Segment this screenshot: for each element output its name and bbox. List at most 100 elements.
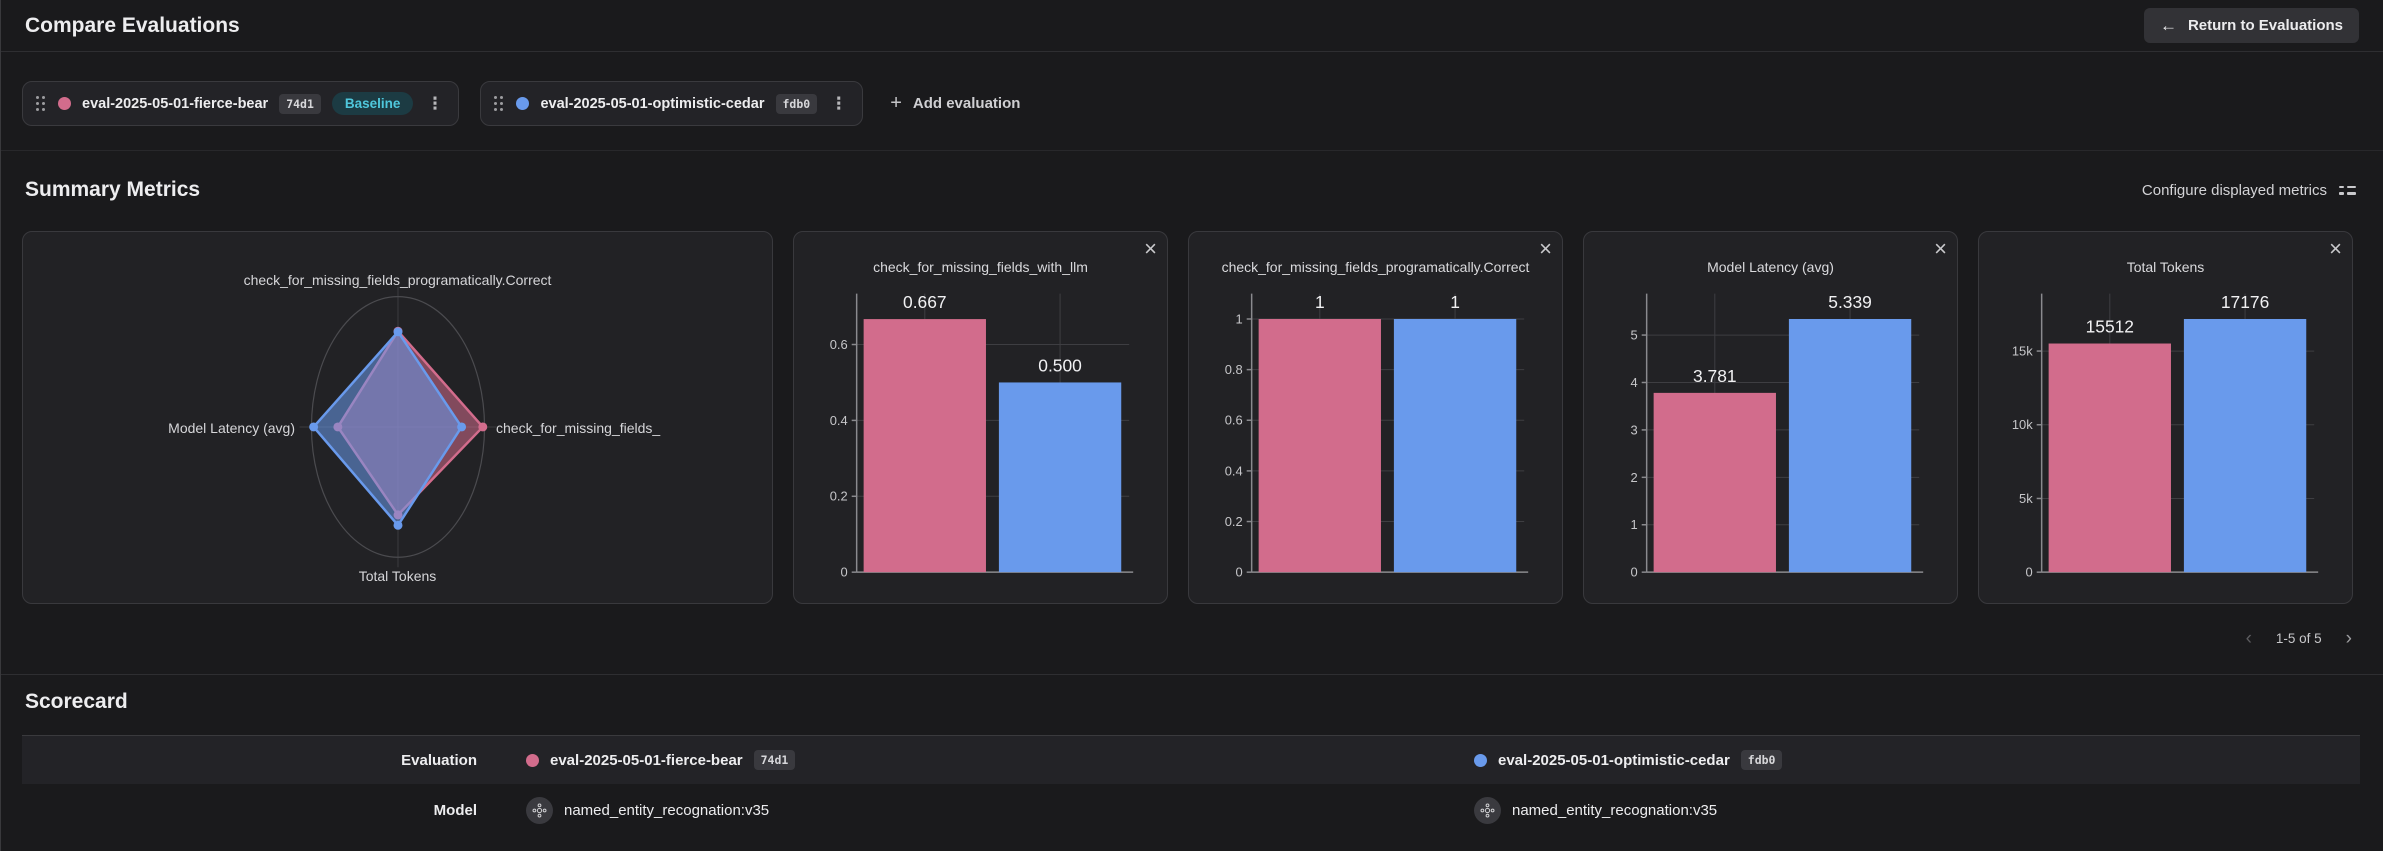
svg-text:17176: 17176 (2221, 292, 2269, 312)
close-card-button[interactable]: × (2329, 236, 2342, 261)
eval-id-badge: 74d1 (279, 93, 321, 114)
svg-text:1: 1 (1236, 311, 1243, 326)
svg-text:4: 4 (1631, 375, 1638, 390)
scorecard-table: Evaluation eval-2025-05-01-fierce-bear 7… (22, 735, 2360, 837)
bar-chart: 1 0.8 0.6 0.4 0.2 0 1 1 (1225, 292, 1529, 580)
svg-text:1: 1 (1315, 292, 1325, 312)
header: Compare Evaluations ← Return to Evaluati… (1, 0, 2383, 52)
kebab-menu-button[interactable]: ⋮ (426, 94, 444, 113)
evaluation-chip-compare[interactable]: eval-2025-05-01-optimistic-cedar fdb0 ⋮ (480, 81, 864, 126)
row-label: Model (433, 802, 477, 819)
svg-text:0.667: 0.667 (903, 292, 947, 312)
metric-card-title: Total Tokens (2126, 259, 2205, 275)
radar-axis-label-bottom: Total Tokens (358, 568, 437, 584)
return-button-label: Return to Evaluations (2187, 17, 2343, 34)
cards-pagination: ‹ 1-5 of 5 › (1, 629, 2352, 648)
eval-name: eval-2025-05-01-fierce-bear (82, 95, 269, 112)
eval-name: eval-2025-05-01-fierce-bear (550, 751, 743, 769)
svg-text:15512: 15512 (2086, 317, 2134, 337)
metric-card: × Total Tokens 15k 10k 5k 0 15512 17176 (1978, 231, 2353, 604)
eval-id-badge: fdb0 (1740, 750, 1783, 770)
configure-metrics-label: Configure displayed metrics (2141, 181, 2327, 199)
svg-text:2: 2 (1631, 470, 1638, 485)
evaluation-cell: eval-2025-05-01-fierce-bear 74d1 (491, 750, 1441, 770)
eval-name: eval-2025-05-01-optimistic-cedar (540, 95, 765, 112)
metric-card-title: check_for_missing_fields_programatically… (1221, 259, 1530, 275)
svg-text:0.500: 0.500 (1038, 356, 1082, 376)
plus-icon: + (890, 92, 902, 114)
svg-text:3: 3 (1631, 422, 1638, 437)
svg-text:0: 0 (2026, 565, 2033, 580)
svg-text:5: 5 (1631, 328, 1638, 343)
svg-text:0: 0 (841, 565, 848, 580)
kebab-menu-button[interactable]: ⋮ (830, 94, 848, 113)
add-evaluation-button[interactable]: + Add evaluation (890, 92, 1020, 115)
radar-axis-label-right: check_for_missing_fields_ (496, 420, 661, 436)
svg-text:5k: 5k (2019, 491, 2033, 506)
row-label: Evaluation (401, 751, 477, 769)
radar-metric-card: check_for_missing_fields_programatically… (22, 231, 773, 604)
table-row: Model named_entity_recognation:v35 (22, 784, 2360, 837)
model-name: named_entity_recognation:v35 (1512, 802, 1718, 819)
svg-text:0.6: 0.6 (830, 337, 848, 352)
eval-color-dot (516, 97, 530, 110)
svg-text:0.4: 0.4 (830, 413, 848, 428)
eval-color-dot (1474, 753, 1487, 767)
model-icon (1474, 797, 1501, 824)
close-card-button[interactable]: × (1539, 236, 1552, 261)
svg-text:0: 0 (1236, 565, 1243, 580)
radar-axis-label-left: Model Latency (avg) (168, 420, 295, 436)
configure-metrics-button[interactable]: Configure displayed metrics (2142, 182, 2356, 199)
drag-handle-icon[interactable] (34, 94, 47, 113)
previous-page-button[interactable]: ‹ (2245, 628, 2252, 649)
eval-id-badge: 74d1 (753, 750, 796, 770)
bar-chart: 0.6 0.4 0.2 0 0.667 0.500 (830, 292, 1134, 580)
svg-text:0.4: 0.4 (1225, 463, 1243, 478)
evaluation-chip-baseline[interactable]: eval-2025-05-01-fierce-bear 74d1 Baselin… (22, 81, 460, 126)
eval-id-badge: fdb0 (775, 93, 818, 114)
svg-text:1: 1 (1631, 517, 1638, 532)
metric-cards-row: check_for_missing_fields_programatically… (22, 231, 2356, 604)
metric-card: × check_for_missing_fields_with_llm 0.6 0… (793, 231, 1168, 604)
model-cell: named_entity_recognation:v35 (491, 797, 1441, 824)
svg-text:0.2: 0.2 (830, 489, 848, 504)
eval-color-dot (58, 97, 71, 110)
page-title: Compare Evaluations (25, 13, 240, 37)
svg-text:0.2: 0.2 (1225, 514, 1243, 529)
summary-metrics-title: Summary Metrics (25, 178, 201, 201)
toolbar-zone: eval-2025-05-01-fierce-bear 74d1 Baselin… (1, 52, 2383, 151)
bar-chart: 5 4 3 2 1 0 3.781 5.339 (1631, 292, 1924, 580)
add-evaluation-label: Add evaluation (912, 95, 1021, 112)
model-name: named_entity_recognation:v35 (564, 802, 770, 819)
svg-text:0: 0 (1631, 565, 1638, 580)
model-cell: named_entity_recognation:v35 (1441, 797, 2360, 824)
scorecard-title: Scorecard (25, 690, 128, 713)
section-divider (1, 674, 2383, 675)
metrics-settings-icon (2339, 185, 2356, 195)
close-card-button[interactable]: × (1144, 236, 1157, 261)
close-card-button[interactable]: × (1934, 236, 1947, 261)
page-range-label: 1-5 of 5 (2275, 631, 2322, 646)
eval-name: eval-2025-05-01-optimistic-cedar (1498, 751, 1730, 769)
return-to-evaluations-button[interactable]: ← Return to Evaluations (2143, 8, 2359, 43)
metric-card: × check_for_missing_fields_programatical… (1188, 231, 1563, 604)
radar-chart (299, 286, 497, 568)
metric-card-title: check_for_missing_fields_with_llm (873, 259, 1088, 275)
svg-text:5.339: 5.339 (1828, 292, 1872, 312)
svg-text:3.781: 3.781 (1693, 366, 1737, 386)
evaluation-toolbar: eval-2025-05-01-fierce-bear 74d1 Baselin… (22, 81, 2359, 126)
drag-handle-icon[interactable] (492, 94, 505, 113)
svg-text:0.6: 0.6 (1225, 413, 1243, 428)
svg-text:0.8: 0.8 (1225, 362, 1243, 377)
summary-metrics-header: Summary Metrics Configure displayed metr… (25, 178, 2356, 202)
next-page-button[interactable]: › (2345, 628, 2352, 649)
bar-chart: 15k 10k 5k 0 15512 17176 (2012, 292, 2319, 580)
radar-axis-label-top: check_for_missing_fields_programatically… (243, 272, 552, 288)
metric-card-title: Model Latency (avg) (1707, 259, 1834, 275)
table-row: Evaluation eval-2025-05-01-fierce-bear 7… (22, 736, 2360, 784)
svg-text:1: 1 (1450, 292, 1460, 312)
back-arrow-icon: ← (2159, 15, 2177, 35)
baseline-badge: Baseline (331, 92, 414, 115)
metric-card: × Model Latency (avg) 5 4 3 2 1 0 3.781 5.339 (1583, 231, 1958, 604)
